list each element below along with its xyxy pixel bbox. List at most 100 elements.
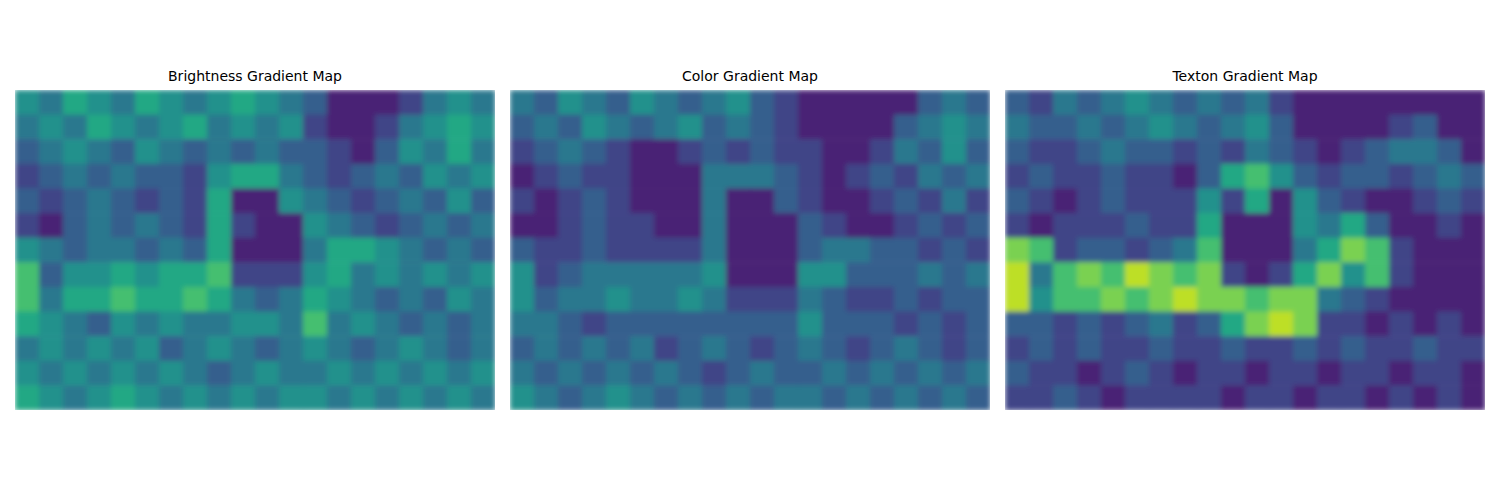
heatmap-cell: [1101, 262, 1126, 287]
heatmap-cell: [726, 312, 751, 337]
heatmap-cell: [1221, 287, 1246, 312]
heatmap-cell: [1389, 336, 1414, 361]
heatmap-cell: [87, 115, 112, 140]
heatmap-cell: [303, 385, 328, 410]
heatmap-cell: [1125, 115, 1150, 140]
heatmap-cell: [447, 361, 472, 386]
heatmap-cell: [15, 188, 40, 213]
heatmap-cell: [135, 312, 160, 337]
heatmap-cell: [702, 361, 727, 386]
heatmap-cell: [135, 361, 160, 386]
heatmap-cell: [111, 312, 136, 337]
heatmap-cell: [159, 312, 184, 337]
heatmap-cell: [183, 385, 208, 410]
heatmap-cell: [279, 90, 304, 115]
heatmap-cell: [1437, 336, 1462, 361]
heatmap-cell: [351, 262, 376, 287]
heatmap-cell: [870, 287, 895, 312]
heatmap-cell: [1053, 287, 1078, 312]
heatmap-cell: [582, 213, 607, 238]
heatmap-cell: [822, 385, 847, 410]
heatmap-cell: [606, 262, 631, 287]
heatmap-cell: [1221, 385, 1246, 410]
heatmap-cell: [750, 262, 775, 287]
heatmap-cell: [726, 287, 751, 312]
heatmap-cell: [399, 361, 424, 386]
heatmap-cell: [327, 188, 352, 213]
heatmap-cell: [966, 287, 990, 312]
heatmap-cell: [423, 238, 448, 263]
heatmap-cell: [183, 336, 208, 361]
heatmap-cell: [894, 287, 919, 312]
heatmap-cell: [1221, 312, 1246, 337]
heatmap-cell: [1029, 188, 1054, 213]
heatmap-cell: [1077, 385, 1102, 410]
heatmap-cell: [630, 188, 655, 213]
heatmap-cell: [63, 336, 88, 361]
heatmap-cell: [1053, 115, 1078, 140]
heatmap-cell: [255, 385, 280, 410]
heatmap-cell: [534, 90, 559, 115]
heatmap-cell: [918, 361, 943, 386]
heatmap-cell: [942, 287, 967, 312]
heatmap-cell: [327, 262, 352, 287]
heatmap-cell: [327, 139, 352, 164]
heatmap-cell: [183, 238, 208, 263]
heatmap-cell: [471, 287, 495, 312]
heatmap-cell: [1053, 238, 1078, 263]
heatmap-cell: [1125, 385, 1150, 410]
heatmap-cell: [375, 385, 400, 410]
heatmap-cell: [87, 188, 112, 213]
heatmap-cell: [279, 238, 304, 263]
heatmap-cell: [39, 115, 64, 140]
plot-area: [15, 90, 495, 410]
heatmap-cell: [1101, 139, 1126, 164]
heatmap-cell: [231, 287, 256, 312]
heatmap-cell: [870, 213, 895, 238]
heatmap-cell: [606, 361, 631, 386]
heatmap-cell: [1005, 238, 1030, 263]
heatmap-cell: [846, 90, 871, 115]
heatmap-cell: [351, 164, 376, 189]
heatmap-cell: [183, 213, 208, 238]
heatmap-cell: [1149, 188, 1174, 213]
heatmap-cell: [327, 90, 352, 115]
heatmap-cell: [1005, 188, 1030, 213]
heatmap-cell: [1029, 213, 1054, 238]
heatmap-cell: [231, 90, 256, 115]
heatmap-cell: [207, 164, 232, 189]
heatmap-cell: [39, 139, 64, 164]
heatmap-cell: [255, 336, 280, 361]
heatmap-cell: [846, 238, 871, 263]
heatmap-cell: [471, 262, 495, 287]
heatmap-cell: [1149, 238, 1174, 263]
heatmap-cell: [1437, 188, 1462, 213]
heatmap-cell: [630, 287, 655, 312]
heatmap-cell: [870, 115, 895, 140]
heatmap-cell: [1077, 262, 1102, 287]
heatmap-cell: [582, 139, 607, 164]
heatmap-cell: [1389, 115, 1414, 140]
heatmap-cell: [231, 188, 256, 213]
heatmap-cell: [1293, 312, 1318, 337]
heatmap-cell: [1293, 385, 1318, 410]
heatmap-cell: [15, 336, 40, 361]
heatmap-cell: [918, 139, 943, 164]
heatmap-cell: [1317, 139, 1342, 164]
heatmap-cell: [1221, 90, 1246, 115]
heatmap-cell: [1149, 213, 1174, 238]
heatmap-cell: [159, 385, 184, 410]
heatmap-cell: [15, 312, 40, 337]
heatmap-cell: [1437, 238, 1462, 263]
heatmap-cell: [1293, 361, 1318, 386]
heatmap-cell: [1389, 262, 1414, 287]
heatmap-cell: [351, 188, 376, 213]
heatmap-cell: [942, 361, 967, 386]
heatmap-cell: [630, 90, 655, 115]
heatmap-cell: [111, 287, 136, 312]
heatmap-cell: [1197, 287, 1222, 312]
heatmap-cell: [159, 90, 184, 115]
heatmap-cell: [822, 238, 847, 263]
heatmap-cell: [822, 287, 847, 312]
heatmap-cell: [1005, 336, 1030, 361]
